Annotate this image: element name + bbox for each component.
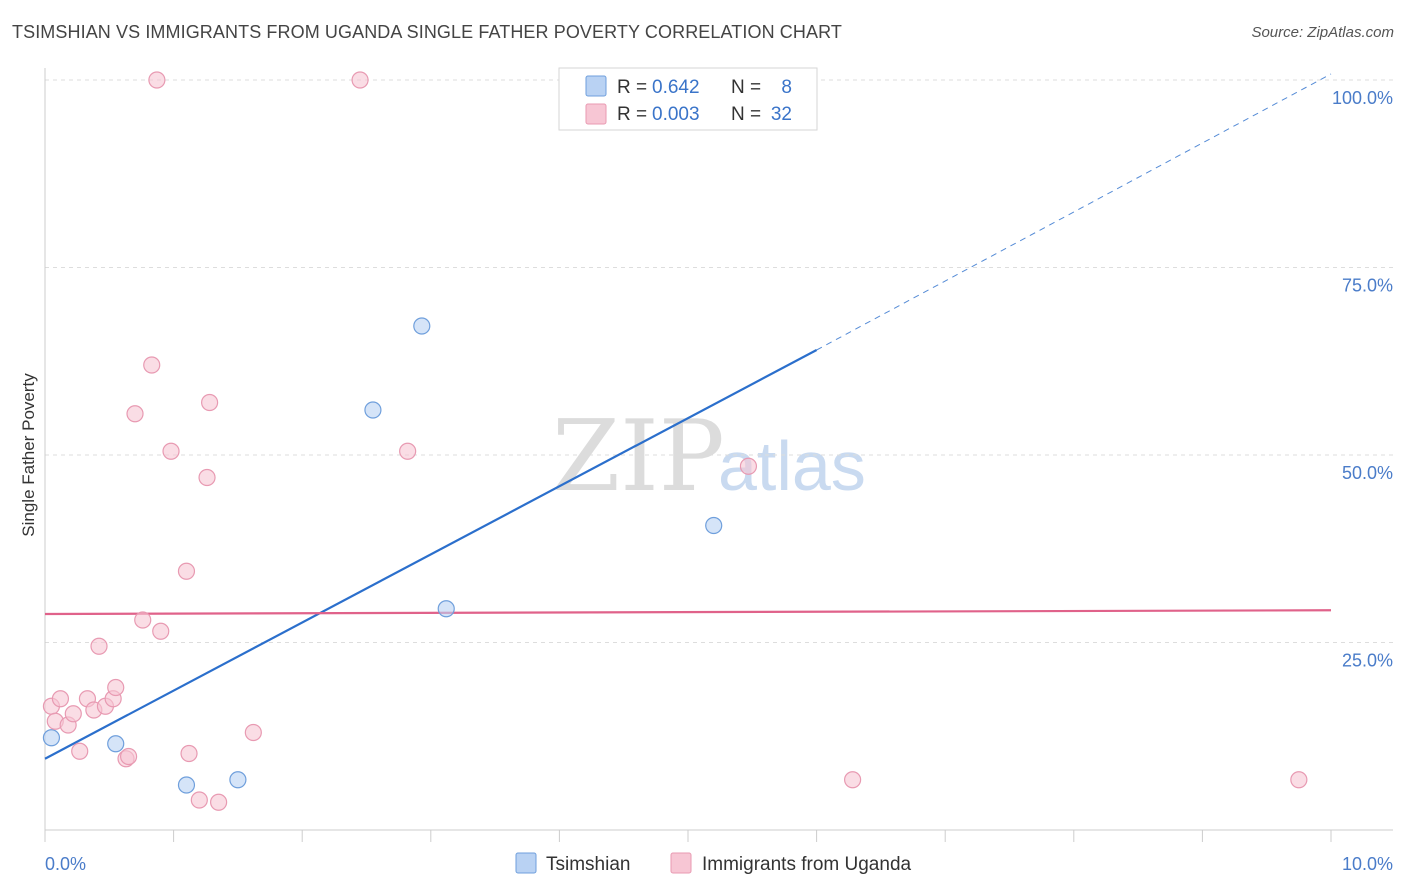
legend-r-label-uganda: R = — [617, 104, 647, 125]
series-label-uganda: Immigrants from Uganda — [702, 854, 912, 875]
legend-n-value-tsimshian: 8 — [781, 77, 792, 98]
point-uganda-16 — [143, 356, 161, 374]
point-uganda-18 — [152, 622, 170, 640]
x-tick-label-0: 0.0% — [45, 854, 86, 874]
trend-lines — [44, 73, 1332, 760]
y-tick-label-75: 75.0% — [1342, 276, 1393, 296]
y-tick-label-100: 100.0% — [1332, 88, 1393, 108]
y-tick-label-50: 50.0% — [1342, 463, 1393, 483]
point-uganda-5 — [71, 742, 89, 760]
point-uganda-23 — [198, 468, 216, 487]
point-uganda-29 — [739, 457, 758, 475]
series-swatch-tsimshian — [515, 852, 537, 874]
trend-line-tsimshian — [44, 349, 818, 760]
watermark: ZIP atlas — [552, 400, 866, 514]
point-uganda-31 — [1290, 771, 1308, 789]
watermark-zip: ZIP — [552, 400, 725, 514]
point-uganda-15 — [134, 611, 152, 629]
grid — [45, 79, 1393, 643]
point-uganda-27 — [351, 71, 369, 89]
point-tsimshian-5 — [413, 317, 431, 335]
point-uganda-17 — [148, 71, 166, 89]
legend-n-label-uganda: N = — [731, 104, 761, 125]
point-uganda-2 — [51, 690, 70, 708]
correlation-legend: R = 0.642 N = 8 R = 0.003 N = 32 — [558, 67, 818, 131]
legend-swatch-tsimshian — [585, 75, 607, 97]
point-uganda-24 — [201, 393, 219, 412]
point-uganda-14 — [126, 405, 144, 423]
data-points — [42, 71, 1308, 811]
point-uganda-11 — [107, 678, 125, 697]
point-uganda-28 — [399, 442, 417, 460]
legend-r-label-tsimshian: R = — [617, 77, 647, 98]
series-legend: Tsimshian Immigrants from Uganda — [515, 852, 912, 875]
legend-r-value-uganda: 0.003 — [652, 104, 700, 125]
point-tsimshian-3 — [229, 771, 247, 789]
source-credit: Source: ZipAtlas.com — [1251, 24, 1394, 41]
chart-title: TSIMSHIAN VS IMMIGRANTS FROM UGANDA SING… — [12, 22, 842, 42]
legend-n-value-uganda: 32 — [771, 104, 792, 125]
series-label-tsimshian: Tsimshian — [546, 854, 630, 875]
point-uganda-19 — [162, 442, 180, 460]
point-uganda-8 — [90, 637, 108, 655]
point-uganda-25 — [210, 793, 228, 811]
point-uganda-22 — [190, 791, 208, 809]
point-uganda-21 — [180, 744, 198, 763]
point-uganda-4 — [64, 705, 82, 723]
y-tick-label-25: 25.0% — [1342, 651, 1393, 671]
point-tsimshian-6 — [437, 600, 455, 618]
point-uganda-13 — [119, 747, 138, 766]
point-tsimshian-1 — [107, 735, 125, 753]
legend-swatch-uganda — [585, 103, 607, 125]
trend-line-uganda — [44, 609, 1332, 616]
series-swatch-uganda — [670, 852, 692, 874]
point-uganda-26 — [244, 723, 262, 742]
point-uganda-30 — [844, 771, 862, 789]
legend-r-value-tsimshian: 0.642 — [652, 77, 700, 98]
point-uganda-20 — [177, 562, 196, 580]
legend-n-label-tsimshian: N = — [731, 77, 761, 98]
tick-labels: 100.0% 75.0% 50.0% 25.0% 0.0% 10.0% — [45, 88, 1393, 874]
point-tsimshian-2 — [177, 776, 196, 794]
point-tsimshian-4 — [364, 401, 382, 419]
y-axis-label: Single Father Poverty — [19, 373, 38, 537]
trend-line-extension-tsimshian — [816, 73, 1332, 351]
point-tsimshian-0 — [42, 729, 61, 747]
x-tick-label-10: 10.0% — [1342, 854, 1393, 874]
point-tsimshian-7 — [705, 516, 723, 535]
